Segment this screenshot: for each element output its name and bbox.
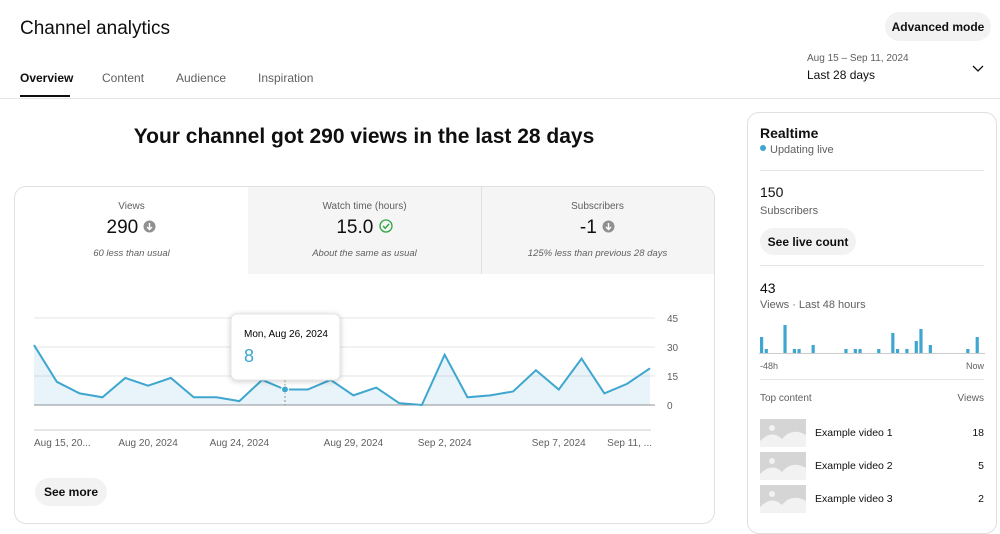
- realtime-bar: [966, 349, 970, 353]
- tooltip-date: Mon, Aug 26, 2024: [244, 329, 328, 340]
- start-label: -48h: [760, 361, 779, 371]
- realtime-title: Realtime: [760, 125, 819, 141]
- area: [34, 345, 650, 405]
- realtime-bar: [891, 333, 895, 353]
- divider: [760, 265, 984, 266]
- x-tick-label: Aug 15, 20...: [34, 438, 91, 449]
- realtime-bar: [914, 341, 918, 353]
- check-icon: [378, 219, 393, 233]
- video-title[interactable]: Example video 3: [815, 493, 893, 505]
- down-icon: [143, 220, 156, 233]
- metric-note: 60 less than usual: [93, 248, 170, 259]
- metric-value-text: -1: [579, 217, 597, 238]
- y-tick-label: 45: [667, 314, 679, 325]
- headline: Your channel got 290 views in the last 2…: [133, 125, 595, 148]
- video-title[interactable]: Example video 1: [815, 427, 893, 439]
- x-tick-label: Sep 7, 2024: [532, 438, 586, 449]
- divider: [0, 98, 1000, 99]
- views-header: Views: [957, 393, 985, 404]
- metric-label[interactable]: Views: [118, 201, 145, 212]
- divider: [760, 379, 984, 380]
- line: [33, 344, 651, 407]
- y-tick-label: 30: [667, 343, 679, 354]
- x-tick-label: Sep 2, 2024: [418, 438, 472, 449]
- metric-separator: [481, 187, 482, 274]
- tab[interactable]: Audience: [176, 71, 227, 85]
- video-views: 2: [978, 493, 984, 505]
- realtime-bar: [760, 337, 764, 353]
- metric-value: -1: [481, 217, 714, 239]
- realtime-bar: [783, 325, 787, 353]
- end-label: Now: [965, 361, 984, 371]
- thumbnail[interactable]: [760, 485, 806, 513]
- views-count: 43: [760, 280, 776, 296]
- realtime-bar: [858, 349, 862, 353]
- metric-label[interactable]: Watch time (hours): [322, 201, 407, 212]
- live-status: Updating live: [770, 144, 834, 156]
- metric-value: 290: [15, 217, 248, 239]
- realtime-bar: [764, 349, 768, 353]
- tab[interactable]: Content: [102, 71, 145, 85]
- subscribers-label: Subscribers: [760, 205, 819, 217]
- y-tick-label: 15: [667, 372, 679, 383]
- realtime-bar: [853, 349, 857, 353]
- realtime-bar: [905, 349, 909, 353]
- realtime-bar: [975, 337, 979, 353]
- thumbnail[interactable]: [760, 452, 806, 480]
- tab[interactable]: Inspiration: [258, 71, 314, 85]
- hover-point: [280, 385, 289, 394]
- realtime-bar: [877, 349, 881, 353]
- metric-label[interactable]: Subscribers: [571, 201, 624, 212]
- date-range[interactable]: Aug 15 – Sep 11, 2024: [807, 53, 909, 64]
- advanced-mode-button[interactable]: Advanced mode: [885, 12, 991, 41]
- x-tick-label: Sep 11, ...: [607, 438, 652, 449]
- x-tick-label: Aug 29, 2024: [324, 438, 384, 449]
- see-more-button[interactable]: See more: [35, 478, 107, 506]
- page-title: Channel analytics: [20, 18, 170, 39]
- realtime-bar: [895, 349, 900, 353]
- realtime-bar: [792, 349, 796, 353]
- metric-note: About the same as usual: [312, 248, 417, 259]
- metric-note: 125% less than previous 28 days: [527, 248, 668, 259]
- live-count-button[interactable]: See live count: [760, 228, 856, 255]
- realtime-bar: [844, 349, 848, 353]
- subscriber-count: 150: [760, 184, 784, 200]
- x-tick-label: Aug 24, 2024: [210, 438, 270, 449]
- realtime-bar: [797, 349, 801, 353]
- top-content-label: Top content: [760, 393, 812, 404]
- realtime-bar: [928, 345, 932, 353]
- views-label: Views · Last 48 hours: [760, 299, 866, 311]
- tooltip-box: [230, 313, 341, 381]
- realtime-bar: [811, 345, 815, 353]
- metric-value-text: 290: [106, 217, 139, 238]
- video-title[interactable]: Example video 2: [815, 460, 893, 472]
- tab[interactable]: Overview: [20, 71, 74, 85]
- y-tick-label: 0: [667, 401, 673, 412]
- divider: [760, 170, 984, 171]
- live-dot: [760, 145, 766, 151]
- video-views: 18: [972, 427, 984, 439]
- metric-value: 15.0: [248, 217, 481, 239]
- period[interactable]: Last 28 days: [807, 68, 876, 82]
- down-icon: [602, 220, 615, 233]
- tab-underline: [20, 95, 70, 97]
- chevron[interactable]: [972, 64, 984, 74]
- x-tick-label: Aug 20, 2024: [118, 438, 178, 449]
- realtime-bar: [919, 329, 923, 353]
- realtime-card: Realtime Updating live 150 Subscribers S…: [747, 112, 997, 534]
- thumbnail[interactable]: [760, 419, 806, 447]
- overview-card: Views 290 60 less than usual Watch time …: [14, 186, 715, 524]
- metric-value-text: 15.0: [336, 217, 374, 238]
- video-views: 5: [978, 460, 984, 472]
- tooltip-value: 8: [244, 346, 254, 366]
